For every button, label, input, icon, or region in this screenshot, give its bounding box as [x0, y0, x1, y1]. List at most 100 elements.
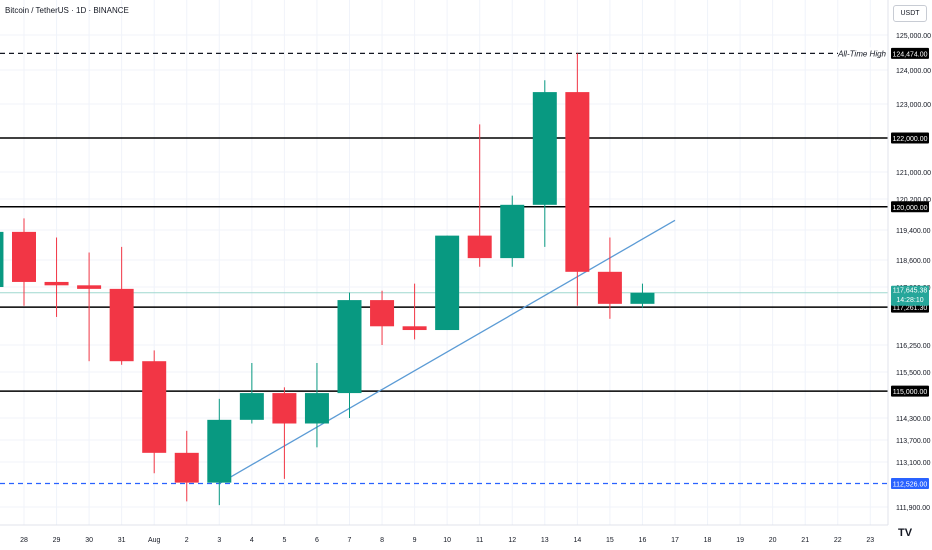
candle[interactable] — [532, 80, 557, 247]
x-tick-label: 5 — [282, 537, 286, 544]
y-tick-label: 125,000.00 — [896, 33, 931, 40]
x-tick-label: 29 — [53, 537, 61, 544]
price-badge-bg — [891, 478, 929, 490]
x-tick-label: 12 — [508, 537, 516, 544]
candle[interactable] — [44, 237, 69, 317]
price-badges: 124,474.00 122,000.00 120,000.00 117,261.30… — [891, 47, 929, 490]
price-badge: 124,474.00 — [891, 47, 929, 59]
time-axis[interactable]: 28 29 30 31 Aug 2 3 4 5 6 7 8 9 10 11 12 13 14 15 16 17 18 19 2… — [0, 524, 888, 544]
candle[interactable] — [0, 230, 4, 302]
x-tick-label: 4 — [250, 537, 254, 544]
candle[interactable] — [77, 252, 102, 362]
candle-body — [44, 281, 69, 286]
y-tick-label: 115,500.00 — [896, 370, 931, 377]
candle[interactable] — [435, 235, 460, 331]
price-badge-bg — [891, 285, 929, 306]
trendline[interactable] — [218, 219, 676, 485]
candle[interactable] — [500, 195, 525, 267]
x-tick-label: 28 — [20, 537, 28, 544]
price-badge: 112,526.00 — [891, 478, 929, 490]
candle-body — [630, 292, 655, 304]
candle[interactable] — [109, 246, 134, 365]
x-tick-label: 8 — [380, 537, 384, 544]
candle[interactable] — [467, 124, 492, 267]
candle-body — [597, 271, 622, 304]
y-tick-label: 121,000.00 — [896, 170, 931, 177]
candle[interactable] — [630, 283, 655, 308]
x-tick-label: 9 — [413, 537, 417, 544]
candle[interactable] — [174, 430, 199, 502]
x-tick-label: 23 — [866, 537, 874, 544]
x-tick-label: 19 — [736, 537, 744, 544]
x-tick-label: 20 — [769, 537, 777, 544]
level-annotation: All-Time High — [837, 49, 886, 58]
price-badge-label: 117,261.30 — [893, 305, 928, 312]
candle[interactable] — [239, 363, 264, 424]
candle[interactable] — [402, 283, 427, 340]
x-tick-label: 31 — [118, 537, 126, 544]
price-badge-bg — [891, 201, 929, 213]
candle-body — [402, 326, 427, 331]
y-tick-label: 116,250.00 — [896, 343, 931, 350]
annotation-bg — [838, 47, 888, 59]
candle-body — [142, 361, 167, 453]
price-badge-bg — [891, 47, 929, 59]
price-badge-bg — [891, 385, 929, 397]
symbol-title[interactable]: Bitcoin / TetherUS · 1D · BINANCE — [5, 6, 129, 15]
y-tick-label: 114,300.00 — [896, 416, 931, 423]
price-badge: 120,000.00 — [891, 201, 929, 213]
candle-body — [467, 235, 492, 259]
candle-body — [272, 393, 297, 424]
trendline-group[interactable] — [218, 219, 676, 485]
current-price-label: 117,645.38 — [893, 287, 928, 294]
x-tick-label: 2 — [185, 537, 189, 544]
price-badge-label: 124,474.00 — [892, 51, 927, 58]
candle-body — [370, 300, 395, 327]
candle[interactable] — [597, 237, 622, 319]
candle[interactable] — [304, 363, 329, 448]
currency-button[interactable]: USDT — [893, 5, 927, 22]
x-tick-label: 30 — [85, 537, 93, 544]
candle-body — [174, 452, 199, 483]
x-tick-label: 16 — [639, 537, 647, 544]
x-tick-label: 18 — [704, 537, 712, 544]
candle[interactable] — [142, 350, 167, 474]
candle[interactable] — [565, 53, 590, 306]
candle[interactable] — [272, 387, 297, 479]
y-tick-label: 113,700.00 — [896, 438, 931, 445]
price-badge: 117,645.38 14:28:10 — [891, 285, 929, 306]
x-tick-label: 6 — [315, 537, 319, 544]
price-badge-bg — [891, 132, 929, 144]
price-badge: 115,000.00 — [891, 385, 929, 397]
price-badge-label: 115,000.00 — [893, 389, 928, 396]
candles — [0, 53, 655, 506]
price-badge: 122,000.00 — [891, 132, 929, 144]
x-tick-label: 3 — [217, 537, 221, 544]
x-tick-label: 10 — [443, 537, 451, 544]
candle-body — [12, 231, 36, 282]
candle[interactable] — [337, 292, 362, 418]
price-badge-label: 112,526.00 — [893, 482, 928, 489]
y-tick-label: 111,900.00 — [896, 505, 930, 512]
y-tick-label: 118,600.00 — [896, 258, 931, 265]
candle-body — [500, 204, 525, 259]
candle[interactable] — [207, 398, 232, 506]
y-tick-label: 119,400.00 — [896, 228, 931, 235]
candle-body — [304, 393, 329, 424]
x-tick-label: 14 — [573, 537, 581, 544]
x-tick-label: 13 — [541, 537, 549, 544]
price-axis[interactable]: 125,000.00 124,000.00 123,000.00 121,000.00… — [887, 0, 931, 525]
candle-body — [0, 231, 4, 287]
candle[interactable] — [12, 218, 36, 306]
candle[interactable] — [370, 290, 395, 345]
tradingview-logo: TV — [898, 527, 913, 539]
candle-body — [337, 300, 362, 394]
bar-countdown: 14:28:10 — [896, 297, 923, 304]
x-tick-label: 15 — [606, 537, 614, 544]
candle-body — [239, 393, 264, 420]
candle-body — [207, 419, 232, 483]
x-tick-label: 7 — [348, 537, 352, 544]
candle-body — [77, 285, 102, 289]
candle-body — [109, 288, 134, 362]
